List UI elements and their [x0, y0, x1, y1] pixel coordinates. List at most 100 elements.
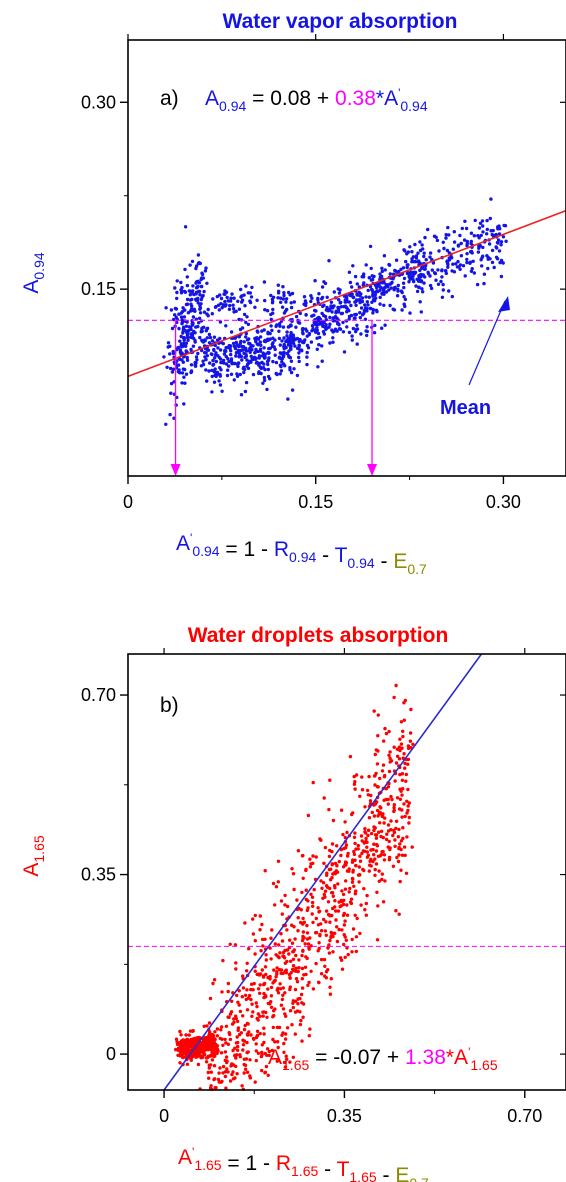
scatter-point — [183, 290, 188, 294]
scatter-point — [262, 1032, 266, 1036]
scatter-point — [281, 1007, 286, 1011]
scatter-point — [217, 308, 221, 312]
scatter-point — [433, 271, 438, 276]
scatter-point — [393, 779, 397, 783]
scatter-point — [444, 269, 448, 273]
scatter-point — [241, 1043, 246, 1047]
scatter-point — [291, 1001, 295, 1005]
scatter-point — [240, 300, 244, 304]
scatter-point — [434, 278, 438, 282]
scatter-point — [253, 913, 257, 918]
scatter-point — [397, 912, 401, 916]
scatter-point — [494, 255, 499, 259]
scatter-point — [304, 955, 308, 959]
scatter-point — [485, 232, 489, 236]
scatter-point — [334, 918, 338, 922]
scatter-point — [276, 1045, 280, 1050]
scatter-point — [377, 879, 381, 883]
scatter-point — [311, 780, 315, 785]
scatter-point — [221, 1043, 225, 1048]
scatter-point — [179, 315, 184, 319]
scatter-point — [383, 816, 387, 820]
eq-a-slope: 0.38 — [335, 87, 376, 110]
scatter-point — [198, 293, 202, 297]
scatter-point — [355, 342, 359, 346]
scatter-point — [229, 352, 233, 357]
scatter-point — [371, 294, 375, 298]
scatter-point — [195, 1036, 199, 1041]
scatter-point — [404, 779, 408, 783]
y-tick-label: 0.70 — [81, 685, 116, 705]
scatter-point — [404, 871, 409, 875]
scatter-point — [262, 375, 267, 380]
scatter-point — [353, 316, 357, 320]
scatter-point — [322, 917, 326, 922]
scatter-point — [240, 358, 244, 362]
scatter-point — [358, 794, 362, 798]
scatter-point — [269, 957, 273, 961]
scatter-point — [396, 835, 400, 839]
scatter-point — [335, 844, 339, 848]
scatter-point — [383, 323, 387, 327]
scatter-point — [203, 1053, 207, 1057]
scatter-point — [267, 1053, 271, 1058]
scatter-point — [354, 863, 358, 868]
scatter-point — [178, 1061, 182, 1065]
scatter-point — [276, 283, 280, 287]
scatter-point — [297, 355, 301, 360]
scatter-point — [245, 1040, 249, 1045]
scatter-point — [299, 348, 304, 352]
scatter-point — [329, 930, 333, 935]
scatter-point — [291, 872, 296, 876]
scatter-point — [226, 1042, 230, 1047]
scatter-point — [289, 305, 294, 310]
scatter-point — [382, 798, 386, 802]
scatter-point — [353, 780, 357, 784]
scatter-point — [288, 338, 293, 342]
scatter-point — [188, 263, 192, 267]
scatter-point — [278, 343, 282, 347]
scatter-point — [351, 870, 355, 874]
scatter-point — [382, 775, 387, 779]
scatter-point — [360, 788, 365, 792]
scatter-point — [369, 848, 373, 852]
scatter-point — [203, 355, 207, 359]
scatter-point — [305, 931, 310, 935]
scatter-point — [236, 1044, 240, 1049]
scatter-point — [328, 341, 332, 345]
scatter-point — [426, 272, 431, 276]
scatter-point — [195, 280, 199, 284]
scatter-point — [340, 889, 344, 893]
scatter-point — [408, 275, 413, 279]
x-tick-label: 0 — [159, 1106, 169, 1126]
scatter-point — [374, 849, 379, 853]
scatter-point — [280, 360, 284, 364]
scatter-point — [283, 345, 287, 349]
scatter-point — [271, 307, 275, 312]
scatter-point — [402, 845, 407, 849]
scatter-point — [251, 1010, 255, 1014]
scatter-point — [224, 362, 229, 366]
scatter-point — [368, 799, 373, 803]
scatter-point — [384, 731, 389, 736]
scatter-point — [316, 331, 321, 336]
scatter-point — [367, 869, 371, 873]
scatter-point — [213, 1030, 217, 1034]
scatter-point — [301, 1002, 306, 1006]
scatter-point — [322, 957, 327, 962]
scatter-point — [418, 261, 422, 265]
scatter-point — [266, 1073, 270, 1078]
panel-b-equation: A1.65 = -0.07 + 1.38*A'1.65 — [268, 1045, 498, 1073]
scatter-point — [222, 361, 226, 365]
scatter-point — [236, 1000, 240, 1004]
scatter-point — [185, 1062, 190, 1067]
scatter-point — [231, 307, 236, 311]
scatter-point — [275, 972, 279, 976]
scatter-point — [309, 299, 313, 304]
scatter-point — [337, 327, 342, 331]
scatter-point — [462, 238, 467, 242]
scatter-point — [258, 983, 262, 987]
scatter-point — [339, 808, 344, 812]
scatter-point — [204, 368, 208, 372]
scatter-point — [235, 374, 240, 378]
